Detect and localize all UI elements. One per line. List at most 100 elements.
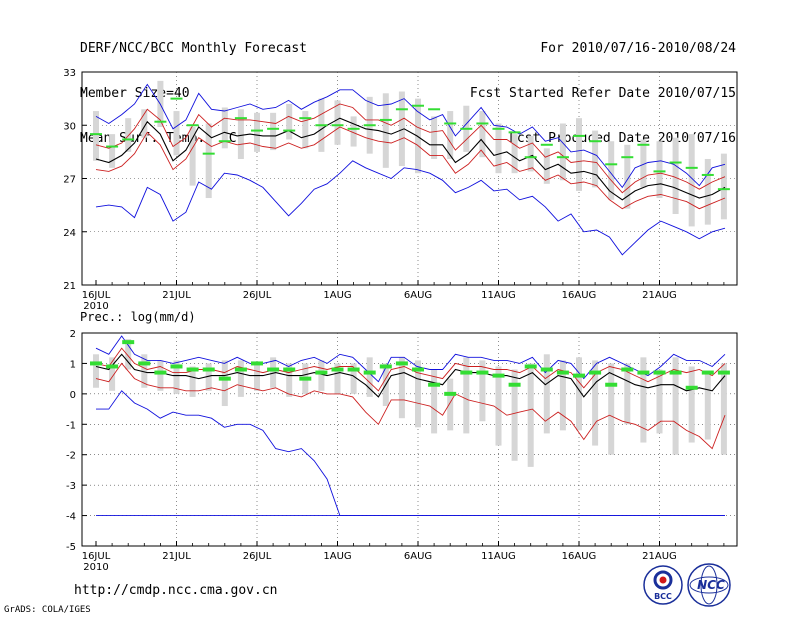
x-tick-label: 11AUG <box>481 290 516 301</box>
ensemble-box <box>125 118 132 152</box>
x-year-label: 2010 <box>83 301 108 312</box>
ensemble-box <box>463 357 470 434</box>
ensemble-box <box>237 360 244 397</box>
start-date: Fcst Started Refer Date 2010/07/15 <box>469 86 736 101</box>
series-line-ensemble-max <box>95 335 726 383</box>
plot-frame <box>81 332 738 547</box>
series-line-ensemble-min <box>95 160 726 256</box>
series-line-ensemble-mean <box>95 353 726 398</box>
ensemble-box <box>415 360 421 428</box>
ensemble-box <box>608 363 615 455</box>
ensemble-box <box>688 366 695 443</box>
ensemble-box <box>704 158 711 225</box>
series-line-upper-spread <box>95 347 726 392</box>
ensemble-box <box>334 363 341 394</box>
ensemble-box <box>93 354 99 388</box>
ensemble-box <box>576 118 582 191</box>
grads-credit: GrADS: COLA/IGES <box>4 605 91 615</box>
ensemble-box <box>559 360 566 431</box>
x-tick-label: 21JUL <box>162 290 191 301</box>
series-line-ensemble-mean <box>95 117 726 201</box>
x-tick-label: 21AUG <box>642 551 677 562</box>
ensemble-box <box>286 103 293 140</box>
ensemble-box <box>141 109 148 138</box>
ncc-logo-text: NCC <box>697 578 725 592</box>
ensemble-box <box>254 363 260 391</box>
prec-panel-title: Prec.: log(mm/d) <box>80 310 196 324</box>
ensemble-box <box>688 134 695 227</box>
y-tick-label: -5 <box>66 542 76 553</box>
ensemble-box <box>398 91 405 167</box>
y-tick-label: 2 <box>70 329 76 340</box>
ensemble-box <box>495 123 502 174</box>
y-tick-label: 1 <box>70 359 76 370</box>
ensemble-box <box>431 369 438 434</box>
ensemble-box <box>125 339 132 370</box>
ensemble-box <box>672 137 679 214</box>
ensemble-box <box>93 111 99 161</box>
ensemble-box <box>704 372 711 440</box>
ensemble-box <box>559 123 566 181</box>
ensemble-box <box>543 148 550 184</box>
series-line-ensemble-max <box>95 83 726 189</box>
ensemble-box <box>205 363 212 391</box>
ensemble-box <box>189 127 196 186</box>
ensemble-box <box>624 363 631 425</box>
ensemble-box <box>511 134 518 174</box>
ensemble-box <box>205 123 212 199</box>
ensemble-box <box>398 357 405 419</box>
ensemble-box <box>592 360 599 446</box>
ensemble-box <box>576 357 582 431</box>
ensemble-box <box>415 98 421 174</box>
ensemble-box <box>173 360 180 394</box>
ensemble-box <box>672 357 679 455</box>
precipitation-panel: -5 -4 -3 -2 -1 0 1 2 16JUL 21JUL 26JUL 1AUG 6AUG 11AU… <box>66 329 738 573</box>
x-tick-label: 21AUG <box>642 290 677 301</box>
x-tick-label: 26JUL <box>243 290 272 301</box>
x-tick-label: 16AUG <box>562 290 597 301</box>
ensemble-box <box>640 357 647 443</box>
y-tick-label: 21 <box>63 281 76 292</box>
ensemble-box <box>141 354 148 388</box>
y-tick-label: 33 <box>63 68 76 79</box>
y-tick-label: -4 <box>66 512 76 523</box>
x-tick-label: 6AUG <box>404 551 432 562</box>
ensemble-box <box>656 141 663 199</box>
y-tick-label: 30 <box>63 121 76 132</box>
chart-title: DERF/NCC/BCC Monthly Forecast <box>80 41 307 56</box>
ensemble-box <box>157 360 164 391</box>
y-tick-label: 0 <box>70 390 76 401</box>
ensemble-box <box>286 363 293 397</box>
ensemble-box <box>221 107 228 149</box>
ncc-logo: NCC <box>687 563 731 607</box>
y-tick-label: 27 <box>63 175 76 186</box>
y-tick-label: 24 <box>63 228 76 239</box>
ensemble-box <box>479 360 486 422</box>
ensemble-box <box>221 360 228 407</box>
series-line-lower-spread <box>95 126 726 210</box>
ensemble-box <box>366 357 373 397</box>
y-tick-label: -2 <box>66 451 76 462</box>
x-tick-label: 21JUL <box>162 551 191 562</box>
source-url[interactable]: http://cmdp.ncc.cma.gov.cn <box>74 583 278 598</box>
x-tick-label: 1AUG <box>323 551 351 562</box>
ensemble-box <box>495 366 502 446</box>
ensemble-box <box>543 354 550 434</box>
ensemble-box <box>189 366 196 397</box>
ensemble-box <box>527 363 534 467</box>
ensemble-box <box>382 93 389 168</box>
temperature-panel: 21 24 27 30 33 16JUL 21JUL 26JUL 1AUG 6AUG 11AUG 16… <box>63 68 738 312</box>
ensemble-box <box>656 369 663 434</box>
y-tick-label: -1 <box>66 420 76 431</box>
y-tick-label: -3 <box>66 481 76 492</box>
ensemble-box <box>270 357 277 388</box>
ensemble-box <box>350 363 357 394</box>
bcc-logo-text: BCC <box>654 592 672 601</box>
ensemble-box <box>173 111 180 156</box>
ensemble-box <box>334 100 341 145</box>
ensemble-box <box>431 116 438 159</box>
ensemble-box <box>237 109 244 159</box>
ensemble-box <box>511 369 518 461</box>
ensemble-box <box>109 134 116 168</box>
